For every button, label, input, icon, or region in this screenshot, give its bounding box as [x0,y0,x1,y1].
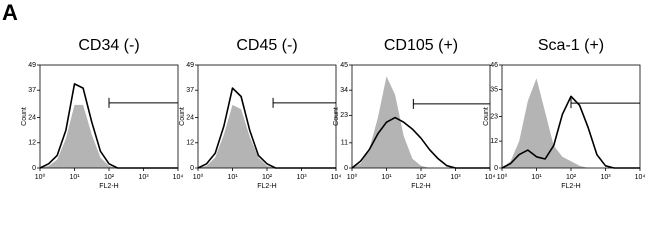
x-tick-label: 10⁴ [485,174,496,181]
x-axis-label: FL2-H [411,183,430,190]
x-tick-label: 10³ [450,174,461,181]
x-tick-label: 10² [104,174,115,181]
x-tick-label: 10¹ [381,174,392,181]
y-tick-label: 24 [28,114,36,121]
x-tick-label: 10¹ [227,174,238,181]
y-tick-label: 12 [186,140,194,147]
histogram-area [40,104,178,168]
x-tick-label: 10⁴ [173,174,184,181]
x-tick-label: 10⁴ [331,174,342,181]
histogram-area [352,76,490,168]
y-tick-label: 0 [190,165,194,172]
histogram-area [198,104,336,168]
y-tick-label: 0 [32,165,36,172]
y-tick-label: 11 [341,140,348,147]
x-axis-label: FL2-H [99,183,118,190]
x-tick-label: 10² [566,174,577,181]
x-tick-label: 10⁰ [497,173,508,181]
y-tick-label: 46 [490,62,498,69]
x-tick-label: 10⁴ [635,174,646,181]
y-axis-label: Count [333,107,340,126]
x-tick-label: 10³ [600,174,611,181]
y-tick-label: 0 [494,165,498,172]
x-tick-label: 10⁰ [35,173,46,181]
y-tick-label: 12 [490,138,498,145]
x-tick-label: 10³ [138,174,149,181]
y-tick-label: 34 [340,87,348,94]
y-axis-label: Count [21,107,28,126]
y-tick-label: 45 [340,62,348,69]
x-tick-label: 10⁰ [347,173,358,181]
panel-title: CD34 (-) [78,37,139,54]
x-axis-label: FL2-H [561,183,580,190]
y-tick-label: 23 [490,113,498,120]
y-tick-label: 0 [344,165,348,172]
y-tick-label: 12 [28,140,36,147]
x-tick-label: 10⁰ [193,173,204,181]
x-tick-label: 10² [416,174,427,181]
y-tick-label: 37 [28,87,36,94]
y-tick-label: 37 [186,87,194,94]
panel-title: CD45 (-) [236,37,297,54]
panel-title: Sca-1 (+) [538,37,604,54]
y-axis-label: Count [179,107,186,126]
panel-label: A [2,0,18,25]
y-tick-label: 35 [490,86,498,93]
x-tick-label: 10¹ [69,174,80,181]
y-tick-label: 49 [186,62,194,69]
y-tick-label: 49 [28,62,36,69]
x-tick-label: 10¹ [531,174,542,181]
figure: A CD34 (-) 0 12 24 37 49 10⁰ 10¹ 10² 10³ 10⁴ FL2-H C… [2,0,646,190]
y-axis-label: Count [483,107,490,126]
x-tick-label: 10² [262,174,273,181]
panel-title: CD105 (+) [384,37,458,54]
histogram-area [502,78,640,168]
x-axis-label: FL2-H [257,183,276,190]
x-tick-label: 10³ [296,174,307,181]
y-tick-label: 23 [340,112,348,119]
y-tick-label: 24 [186,114,194,121]
